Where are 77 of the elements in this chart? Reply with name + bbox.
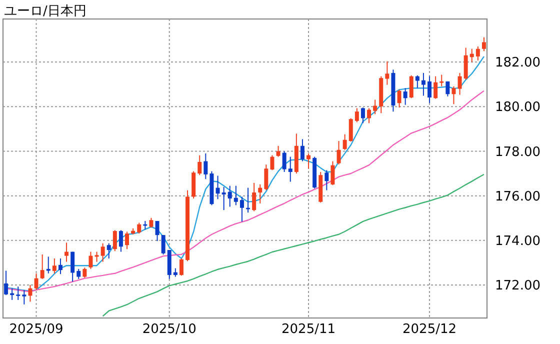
- candlestick: [464, 47, 468, 80]
- candlestick: [118, 230, 123, 252]
- candlestick: [440, 74, 444, 87]
- candlestick: [348, 118, 353, 142]
- x-tick-label: 2025/11: [282, 322, 336, 337]
- candlestick: [282, 150, 286, 172]
- candlestick: [22, 289, 26, 305]
- candlestick: [106, 242, 111, 259]
- candlestick: [149, 217, 154, 228]
- candlestick: [482, 36, 486, 52]
- candlestick: [428, 76, 432, 104]
- line-series: [102, 174, 485, 317]
- candlestick: [367, 108, 372, 124]
- candlestick: [458, 72, 462, 96]
- candlestick: [228, 185, 232, 208]
- candlestick: [476, 46, 480, 61]
- candlestick: [76, 268, 81, 280]
- y-tick-label: 182.00: [495, 56, 540, 71]
- candlestick: [234, 185, 238, 206]
- candlestick: [52, 258, 56, 274]
- candlestick: [137, 222, 142, 234]
- candlestick: [252, 182, 256, 212]
- candlestick: [58, 258, 62, 275]
- candlestick: [270, 154, 274, 171]
- candlestick: [222, 186, 226, 211]
- candlestick: [421, 72, 426, 96]
- candlestick: [34, 272, 38, 290]
- candlestick: [100, 242, 105, 262]
- candlestick: [40, 254, 44, 280]
- candlestick: [216, 175, 220, 200]
- candlestick: [204, 152, 208, 180]
- candlestick: [276, 145, 280, 158]
- candlestick: [88, 251, 93, 270]
- x-tick-label: 2025/09: [9, 322, 64, 337]
- candlestick: [330, 160, 335, 186]
- candlestick: [240, 196, 244, 222]
- candlestick: [360, 107, 365, 124]
- y-tick-label: 178.00: [495, 144, 540, 160]
- candlestick: [64, 242, 69, 262]
- candlestick: [354, 108, 359, 123]
- candlestick: [82, 267, 87, 278]
- candlestick: [342, 134, 347, 150]
- candlestick: [161, 234, 166, 255]
- candlestick: [70, 251, 75, 282]
- candlestick: [434, 76, 438, 100]
- candlestick: [112, 230, 117, 252]
- candlestick: [125, 231, 130, 250]
- candlestick: [409, 74, 414, 99]
- candlestick: [403, 88, 408, 106]
- candlestick: [179, 258, 184, 276]
- candlestick: [155, 220, 160, 242]
- candlestick: [94, 251, 99, 262]
- chart-title: ユーロ/日本円: [4, 4, 86, 19]
- candlestick: [264, 164, 268, 191]
- candlestick: [28, 284, 32, 302]
- x-tick-label: 2025/10: [142, 322, 196, 337]
- candlestick: [4, 270, 8, 296]
- candlestick: [336, 140, 341, 165]
- candlestick: [198, 154, 202, 176]
- candlestick: [397, 89, 402, 108]
- candlestick: [415, 74, 420, 89]
- y-tick-label: 174.00: [495, 234, 540, 249]
- y-tick-label: 172.00: [495, 278, 540, 294]
- x-tick-label: 2025/12: [402, 322, 457, 337]
- candlestick: [452, 86, 456, 105]
- candlestick: [470, 48, 474, 63]
- candlestick: [385, 60, 390, 86]
- y-tick-label: 180.00: [495, 100, 540, 116]
- candlestick: [16, 286, 20, 300]
- candlestick: [446, 80, 450, 97]
- y-tick-label: 176.00: [495, 189, 540, 204]
- candlestick: [373, 99, 378, 115]
- candlestick: [288, 156, 292, 182]
- candlestick: [258, 184, 262, 204]
- candlestick: [324, 170, 329, 191]
- candlestick: [306, 152, 311, 170]
- candlestick: [300, 138, 304, 162]
